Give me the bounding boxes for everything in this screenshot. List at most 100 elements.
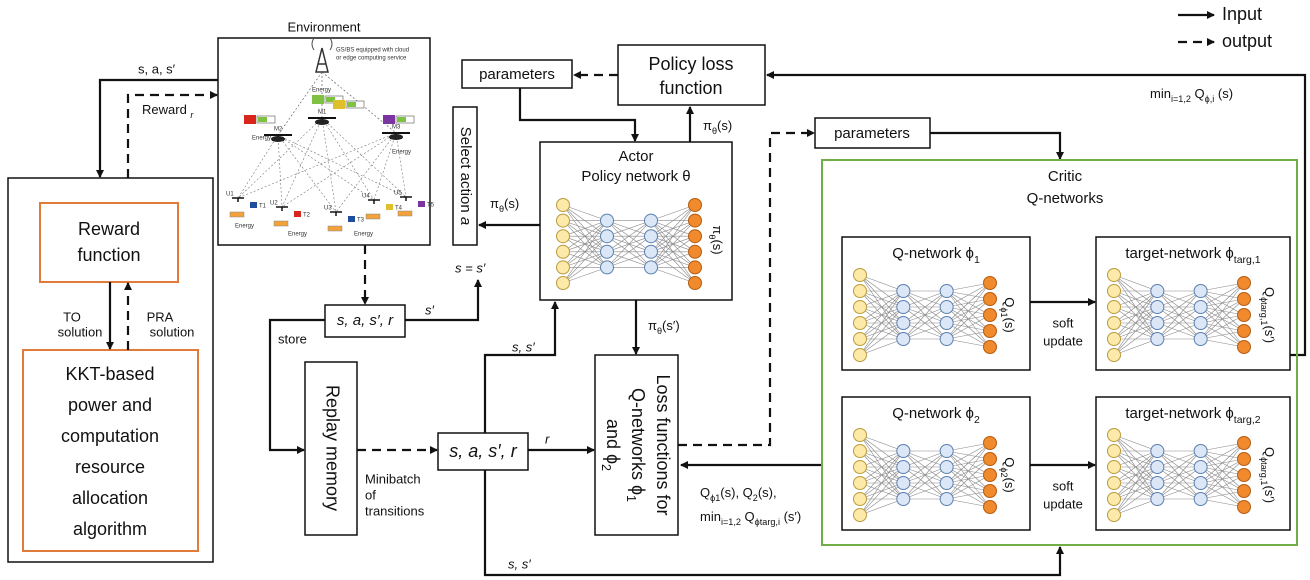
neuron xyxy=(984,309,997,322)
neuron xyxy=(1108,429,1121,442)
task-block xyxy=(244,115,256,124)
neuron xyxy=(689,277,702,290)
station-text: or edge computing service xyxy=(336,56,407,62)
neuron xyxy=(984,277,997,290)
subscript: ϕ2 xyxy=(999,467,1009,477)
neuron xyxy=(854,285,867,298)
transition-text: s, a, s′, r xyxy=(337,312,394,329)
neuron xyxy=(601,230,614,243)
neuron xyxy=(601,245,614,258)
text-part: (s) xyxy=(1002,478,1017,493)
task-label: T4 xyxy=(395,206,403,212)
neuron xyxy=(1238,309,1251,322)
neuron xyxy=(854,317,867,330)
user-label: U2 xyxy=(270,201,278,207)
neuron xyxy=(557,199,570,212)
neuron xyxy=(1108,445,1121,458)
neuron xyxy=(1151,333,1164,346)
s-prime-label: s′ xyxy=(425,302,435,317)
text-part: (s′) xyxy=(780,509,801,524)
task xyxy=(418,201,425,207)
user-battery xyxy=(398,211,412,216)
pi-label: πθ(s) xyxy=(490,196,519,214)
kkt-line: algorithm xyxy=(73,519,147,539)
neuron xyxy=(1151,477,1164,490)
neuron xyxy=(1194,461,1207,474)
arrow xyxy=(405,280,478,320)
soft-update-label: update xyxy=(1043,496,1083,511)
neuron xyxy=(1151,285,1164,298)
neuron xyxy=(557,277,570,290)
neuron xyxy=(1238,277,1251,290)
subscript: ϕtarg,1 xyxy=(1259,297,1269,325)
text-part: (s′) xyxy=(662,318,680,333)
replay-text: Replay memory xyxy=(322,385,342,511)
neuron xyxy=(1151,461,1164,474)
neuron xyxy=(1151,445,1164,458)
critic-output-label: mini=1,2 Qϕtarg,i (s′) xyxy=(700,509,801,527)
neuron xyxy=(645,214,658,227)
text-part: Q xyxy=(1262,447,1277,457)
neuron xyxy=(645,261,658,274)
subscript: 2 xyxy=(974,414,980,426)
neuron xyxy=(854,477,867,490)
environment-title: Environment xyxy=(288,19,361,34)
neuron xyxy=(940,333,953,346)
user-battery xyxy=(328,226,342,231)
subscript: ϕ1 xyxy=(999,307,1009,317)
neuron xyxy=(1194,333,1207,346)
text-part: target-network ϕ xyxy=(1125,245,1233,262)
kkt-line: resource xyxy=(75,457,145,477)
neuron xyxy=(1108,461,1121,474)
neuron xyxy=(1108,269,1121,282)
neuron xyxy=(1108,349,1121,362)
battery-level xyxy=(258,117,267,122)
user-battery xyxy=(366,214,380,219)
ss-label: s, s′ xyxy=(512,339,535,354)
neuron xyxy=(984,437,997,450)
critic-networks: Q-network ϕ1Qϕ1(s)target-network ϕtarg,1… xyxy=(842,237,1290,530)
critic-subtitle: Q-networks xyxy=(1027,190,1104,207)
subscript: targ,1 xyxy=(1234,254,1261,266)
kkt-line: KKT-based xyxy=(65,364,154,384)
subscript: 1 xyxy=(624,495,638,502)
subscript: i=1,2 xyxy=(1171,94,1191,104)
battery-level xyxy=(347,102,356,107)
neuron xyxy=(557,230,570,243)
critic-output-label: Qϕ1(s), Q2(s), xyxy=(700,485,777,503)
text-part: min xyxy=(700,509,721,524)
neuron xyxy=(940,461,953,474)
neuron xyxy=(984,469,997,482)
parameters-text: parameters xyxy=(479,66,555,83)
neuron xyxy=(689,214,702,227)
task-label: T5 xyxy=(427,203,435,209)
reward-box xyxy=(40,203,178,282)
neuron xyxy=(897,461,910,474)
neuron xyxy=(1194,493,1207,506)
text-part: Reward xyxy=(142,102,190,117)
neuron xyxy=(1238,485,1251,498)
uav-body xyxy=(389,134,403,140)
text-part: Q xyxy=(1002,297,1017,307)
energy-label: Energy xyxy=(235,224,254,230)
neuron xyxy=(557,245,570,258)
neuron xyxy=(1151,493,1164,506)
policy-loss-text: Policy loss xyxy=(648,54,733,74)
neuron xyxy=(557,261,570,274)
neuron xyxy=(1108,317,1121,330)
neuron xyxy=(1238,453,1251,466)
neuron xyxy=(1108,509,1121,522)
neuron xyxy=(1238,437,1251,450)
text-part: π xyxy=(490,196,499,211)
text-part: Q xyxy=(741,509,755,524)
neuron xyxy=(984,341,997,354)
parameters-text: parameters xyxy=(834,125,910,142)
neuron xyxy=(984,453,997,466)
text-part: and ϕ xyxy=(603,419,623,464)
neuron xyxy=(689,199,702,212)
text-part: Loss functions for xyxy=(653,374,673,515)
diagram: Input output Reward function KKT-basedpo… xyxy=(0,0,1310,580)
text-part: Q-network ϕ xyxy=(892,405,974,422)
kkt-line: computation xyxy=(61,426,159,446)
text-part: (s) xyxy=(1214,86,1233,101)
